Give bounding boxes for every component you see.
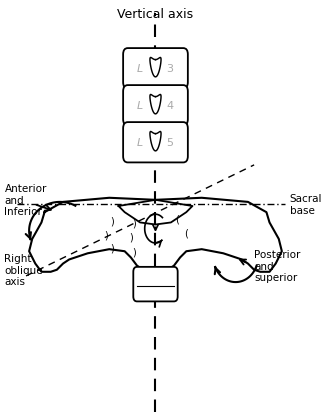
Text: ): ) [129, 232, 133, 242]
Text: (: ( [184, 228, 188, 238]
Text: (: ( [175, 214, 179, 224]
FancyBboxPatch shape [133, 267, 178, 301]
Text: Sacral
base: Sacral base [289, 194, 322, 215]
Text: ): ) [111, 216, 114, 226]
Text: ): ) [132, 218, 136, 228]
Text: L: L [137, 138, 143, 148]
FancyBboxPatch shape [123, 86, 188, 126]
FancyBboxPatch shape [123, 49, 188, 89]
Text: L: L [137, 64, 143, 74]
Text: Vertical axis: Vertical axis [117, 7, 194, 21]
Text: 5: 5 [166, 138, 173, 148]
Text: 3: 3 [166, 64, 173, 74]
Text: 4: 4 [166, 101, 173, 111]
Text: L: L [137, 101, 143, 111]
Text: ): ) [111, 242, 114, 252]
Text: ): ) [104, 230, 108, 240]
Text: Right
oblique
axis: Right oblique axis [5, 254, 43, 287]
FancyBboxPatch shape [123, 123, 188, 163]
Text: Anterior
and
Inferior: Anterior and Inferior [5, 184, 47, 217]
Text: ): ) [132, 247, 136, 256]
Text: Posterior
and
superior: Posterior and superior [254, 249, 301, 282]
